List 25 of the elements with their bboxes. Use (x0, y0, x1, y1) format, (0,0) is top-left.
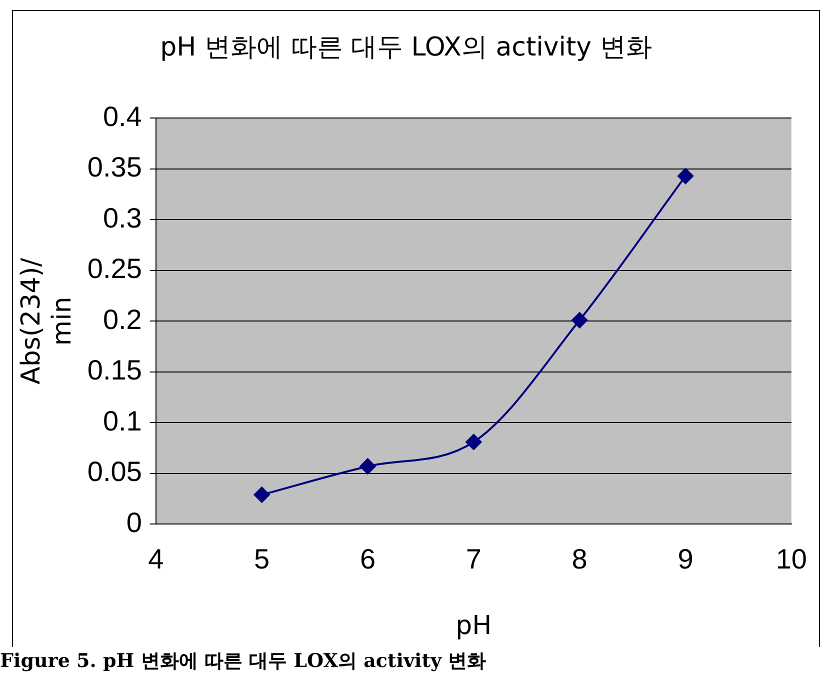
x-tick-label: 4 (148, 544, 164, 575)
y-axis-title: Abs(234)/ min (16, 258, 78, 384)
point (572, 312, 588, 328)
x-tick-label: 5 (254, 544, 270, 575)
y-tick-label: 0.35 (87, 152, 142, 183)
y-tick-label: 0.4 (102, 100, 142, 132)
y-tick-label: 0.15 (87, 354, 142, 386)
point (360, 458, 376, 474)
y-tick-label: 0.25 (87, 253, 142, 284)
x-tick-label: 10 (776, 544, 808, 575)
caption: Figure 5. pH 변화에 따른 대두 LOX의 activity 변화 (0, 649, 488, 674)
y-tick-label: 0.1 (102, 405, 142, 436)
x-tick-label: 9 (678, 544, 694, 575)
y-tick-label: 0.05 (87, 456, 142, 488)
x-tick-label: 6 (360, 544, 376, 575)
y-tick-label: 0.3 (102, 202, 142, 234)
x-tick-label: 8 (572, 544, 588, 575)
x-tick-label: 7 (466, 544, 482, 575)
y-tick-label: 0.2 (102, 304, 142, 335)
point (254, 486, 270, 503)
point (678, 168, 694, 184)
point (466, 434, 482, 450)
y-tick-label: 0 (126, 506, 142, 538)
chart-title: pH 변화에 따른 대두 LOX의 activity 변화 (160, 32, 652, 62)
x-axis-title: pH (456, 611, 492, 642)
